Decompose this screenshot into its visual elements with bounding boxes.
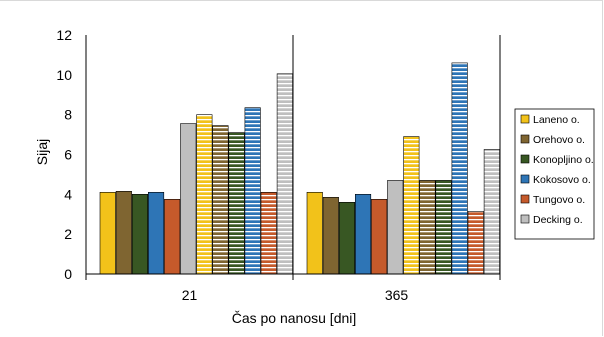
y-tick-label: 10 — [56, 67, 72, 83]
bar-21-decking-o-striped — [276, 73, 293, 275]
bar-21-orehovo-o — [115, 191, 132, 275]
bar-365-kokosovo-o — [354, 194, 372, 275]
bar-365-tungovo-o — [371, 199, 388, 275]
bar-21-laneno-o-striped — [196, 114, 213, 275]
y-tick-label: 2 — [64, 226, 72, 242]
bar-365-decking-o — [387, 180, 404, 275]
y-tick-label: 4 — [64, 186, 72, 202]
bar-21-tungovo-o-striped — [260, 192, 277, 275]
bar-21-orehovo-o-striped — [212, 125, 229, 275]
bar-21-laneno-o — [99, 192, 116, 275]
x-tick-label: 365 — [385, 287, 409, 303]
y-tick-label: 6 — [64, 147, 72, 163]
bar-365-konopljino-o — [338, 202, 356, 275]
axes-layer: 0 2 4 6 8 10 12 21 365 — [56, 27, 501, 303]
bar-365-laneno-o — [306, 192, 323, 275]
bar-21-decking-o — [180, 123, 197, 275]
legend-swatch-laneno-o — [520, 114, 530, 124]
bar-365-orehovo-o — [322, 197, 339, 275]
bar-21-kokosovo-o-striped — [244, 107, 261, 275]
x-tick-label: 21 — [182, 287, 198, 303]
y-tick-label: 12 — [56, 27, 72, 43]
legend-label-laneno-o: Laneno o. — [533, 114, 580, 126]
legend-swatch-orehovo-o — [520, 134, 530, 144]
legend-swatch-konopljino-o — [520, 154, 530, 164]
bars-layer — [99, 62, 500, 275]
legend-label-decking-o: Decking o. — [533, 214, 583, 226]
legend-label-konopljino-o: Konopljino o. — [533, 154, 594, 166]
bar-365-orehovo-o-striped — [419, 180, 436, 275]
legend-swatch-tungovo-o — [520, 194, 530, 204]
legend-label-orehovo-o: Orehovo o. — [533, 134, 585, 146]
y-axis-title: Sijaj — [34, 139, 50, 165]
bar-365-konopljino-o-striped — [435, 180, 452, 275]
legend-swatch-kokosovo-o — [520, 174, 530, 184]
bar-21-konopljino-o-striped — [228, 132, 245, 275]
legend: Laneno o. Orehovo o. Konopljino o. Kokosovo… — [514, 108, 595, 240]
bar-365-decking-o-striped — [483, 149, 500, 275]
legend-box — [514, 108, 595, 240]
bar-365-kokosovo-o-striped — [451, 62, 468, 275]
bar-365-tungovo-o-striped — [467, 211, 484, 275]
y-tick-label: 0 — [64, 266, 72, 282]
x-axis-title: Čas po nanosu [dni] — [232, 310, 357, 326]
legend-swatch-decking-o — [520, 214, 530, 224]
bar-365-laneno-o-striped — [403, 136, 420, 275]
bar-21-tungovo-o — [164, 199, 181, 275]
legend-label-kokosovo-o: Kokosovo o. — [533, 174, 591, 186]
y-tick-label: 8 — [64, 107, 72, 123]
bar-21-kokosovo-o — [148, 192, 165, 275]
bar-21-konopljino-o — [131, 194, 148, 275]
legend-label-tungovo-o: Tungovo o. — [533, 194, 585, 206]
